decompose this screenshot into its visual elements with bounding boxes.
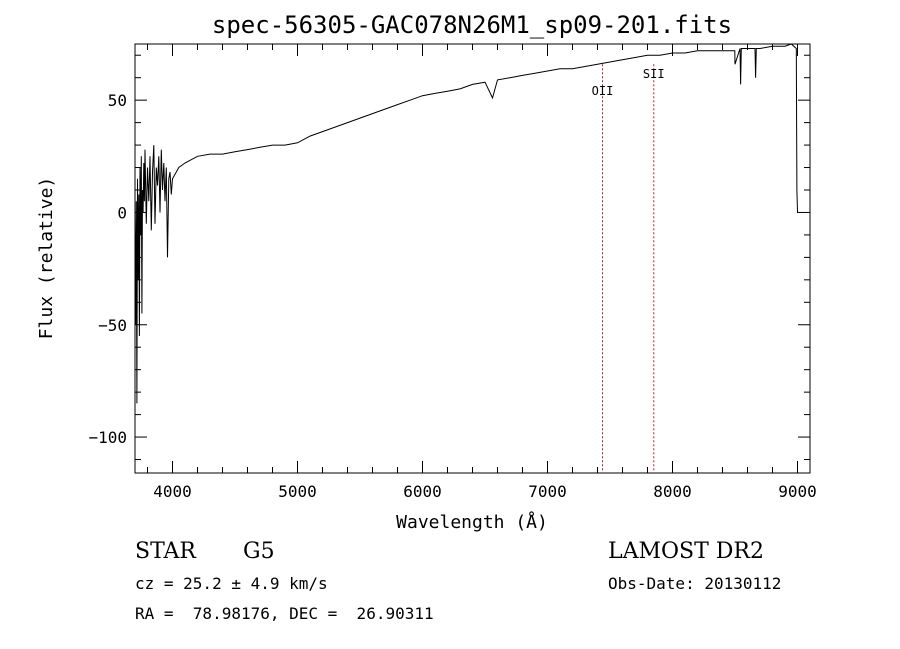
- y-axis-label: Flux (relative): [36, 177, 57, 340]
- redshift-value: cz = 25.2 ± 4.9 km/s: [135, 574, 328, 593]
- flux-series-line: [134, 43, 799, 404]
- x-tick-label: 4000: [153, 482, 192, 501]
- y-tick-label: −100: [88, 428, 127, 447]
- object-subclass: G5: [243, 539, 275, 564]
- axis-ticks: 4000 5000 6000 7000 8000 9000 −100 −50 0 50: [88, 44, 817, 501]
- flux-series-layer: [134, 43, 799, 404]
- x-tick-label: 5000: [278, 482, 317, 501]
- sky-coordinates: RA = 78.98176, DEC = 26.90311: [135, 604, 434, 623]
- object-class: STAR: [135, 539, 196, 564]
- marker-label-sii: SII: [643, 67, 665, 81]
- x-tick-label: 8000: [653, 482, 692, 501]
- x-axis-label: Wavelength (Å): [396, 511, 548, 533]
- x-tick-label: 9000: [778, 482, 817, 501]
- survey-name: LAMOST DR2: [608, 539, 764, 564]
- x-tick-label: 7000: [528, 482, 567, 501]
- observation-date: Obs-Date: 20130112: [608, 574, 782, 593]
- y-tick-label: −50: [98, 316, 127, 335]
- plot-frame: [134, 43, 811, 474]
- spectrum-plot: spec-56305-GAC078N26M1_sp09-201.fits OII…: [36, 11, 817, 533]
- chart-title: spec-56305-GAC078N26M1_sp09-201.fits: [212, 11, 732, 39]
- y-tick-label: 0: [117, 203, 127, 222]
- marker-label-oii: OII: [592, 84, 614, 98]
- emission-line-markers: OII SII: [592, 64, 665, 473]
- x-tick-label: 6000: [403, 482, 442, 501]
- y-tick-label: 50: [108, 91, 127, 110]
